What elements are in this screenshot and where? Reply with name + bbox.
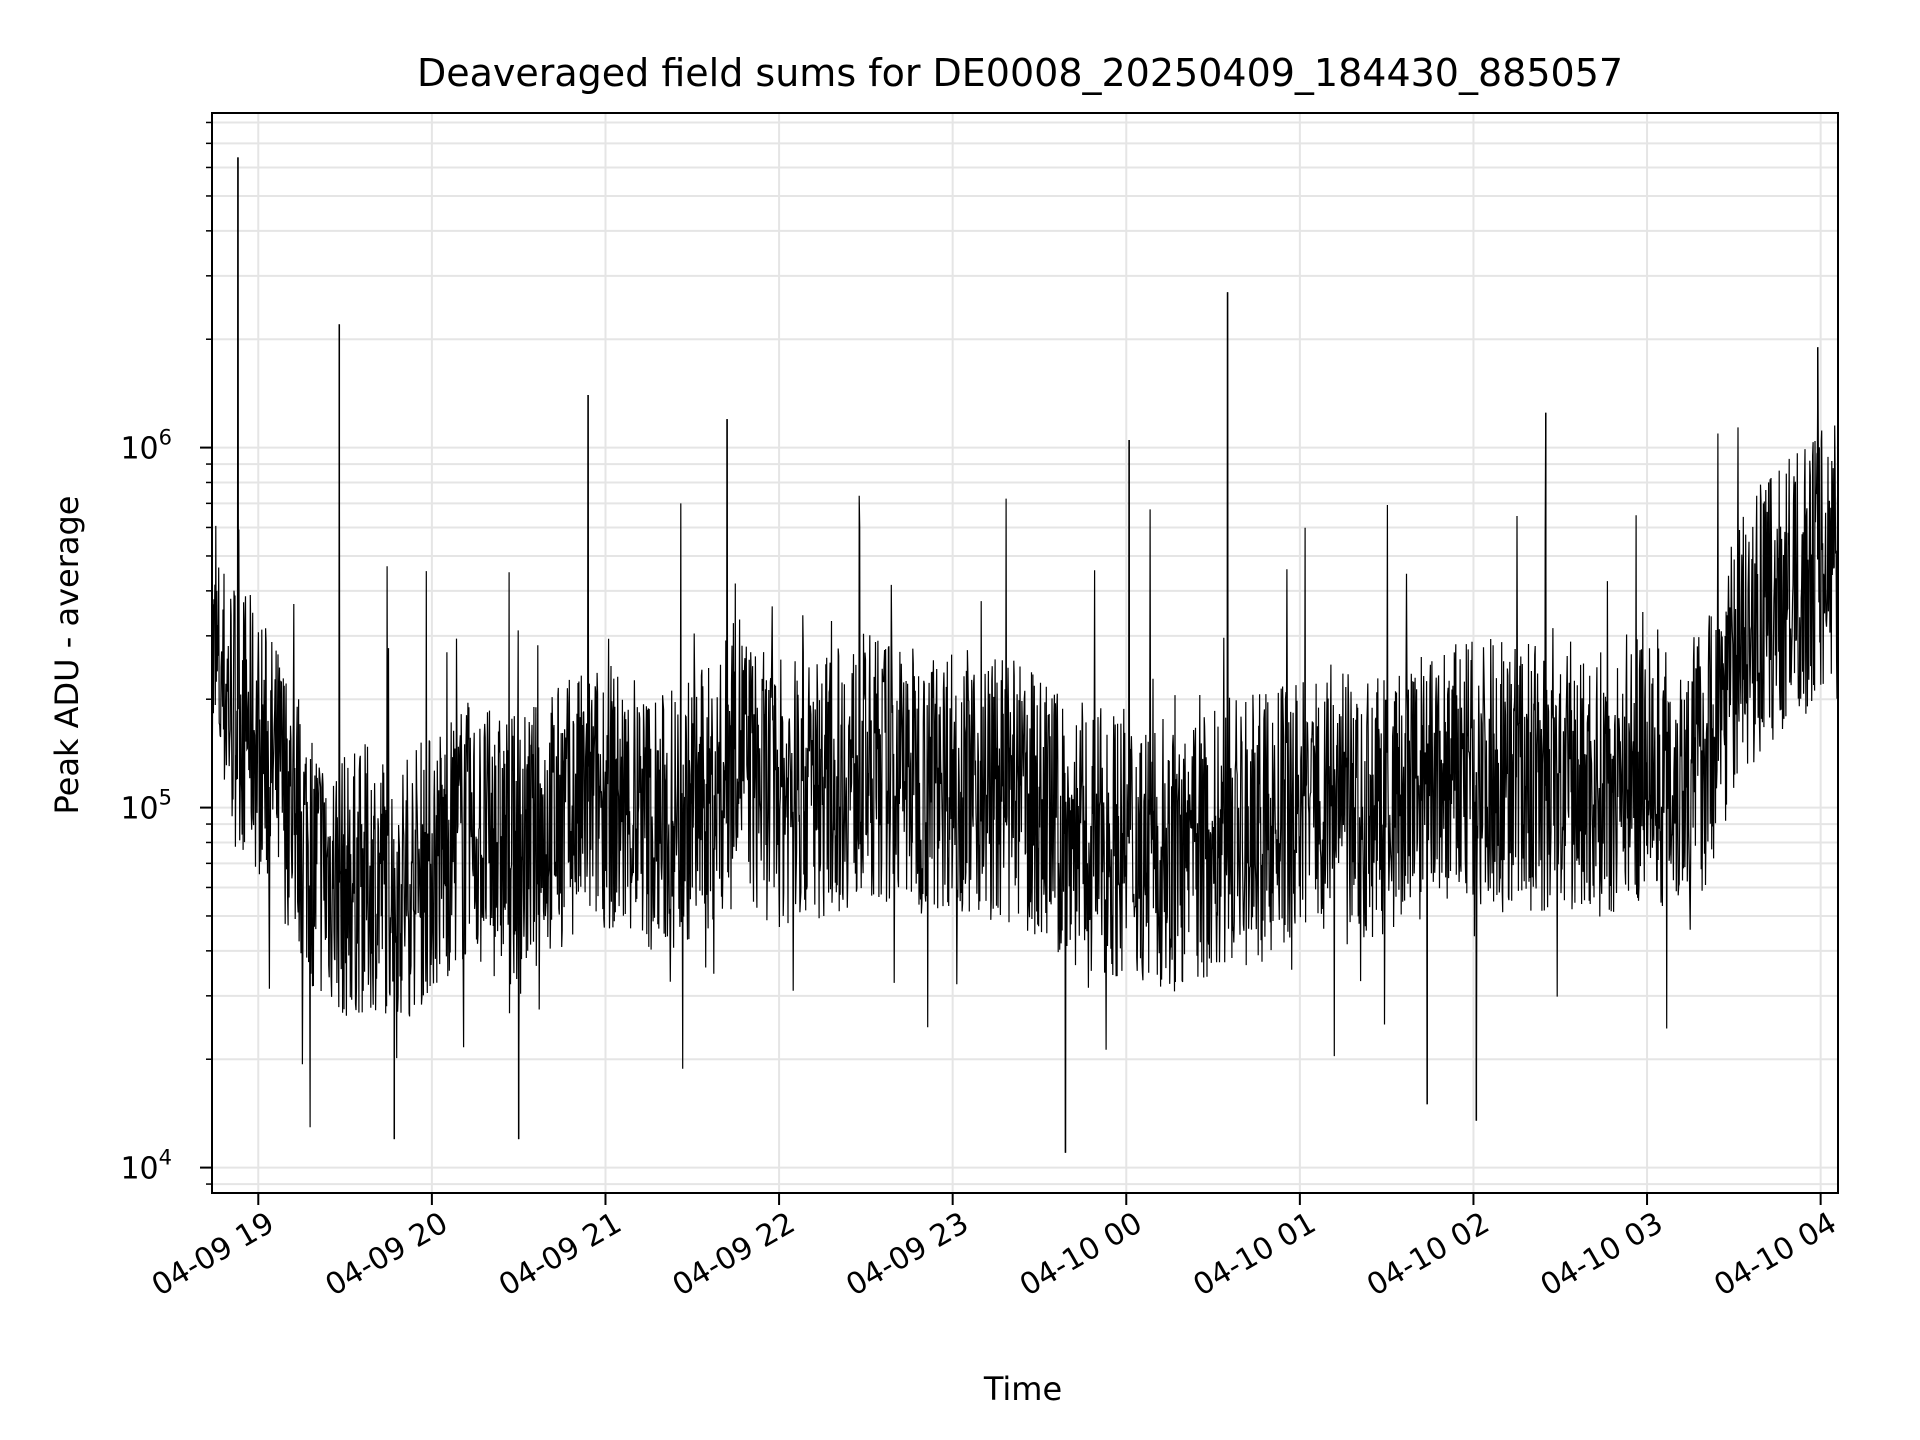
data-series (211, 157, 1839, 1153)
y-tick-label: 105 (120, 786, 172, 827)
y-tick-label-exponent: 4 (159, 1146, 172, 1170)
y-axis-label: Peak ADU - average (48, 496, 86, 815)
y-tick-label-exponent: 6 (159, 426, 172, 450)
y-tick-label-base: 10 (120, 432, 158, 467)
y-tick-label: 106 (120, 426, 172, 467)
chart-title: Deaveraged field sums for DE0008_2025040… (417, 51, 1623, 95)
y-tick-label-base: 10 (120, 792, 158, 827)
x-axis-label: Time (983, 1370, 1062, 1408)
y-tick-label: 104 (120, 1146, 172, 1187)
plot-frame (211, 112, 1839, 1194)
y-tick-label-exponent: 5 (159, 786, 172, 810)
series-line (211, 157, 1839, 1153)
y-tick-label-base: 10 (120, 1152, 158, 1187)
